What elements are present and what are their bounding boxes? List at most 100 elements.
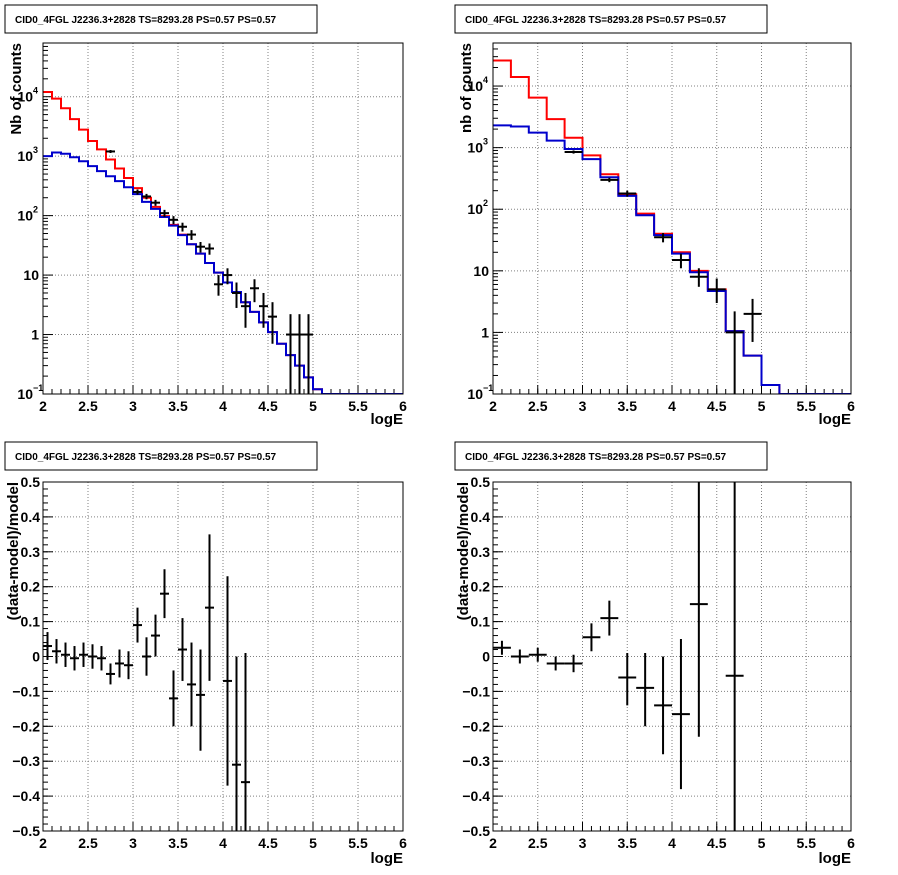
- x-tick-label: 4: [668, 398, 676, 414]
- x-axis-label: logE: [819, 850, 852, 867]
- x-tick-label: 3.5: [168, 398, 188, 414]
- y-tick-exponent: −1: [483, 383, 493, 393]
- y-tick-exponent: 3: [33, 145, 38, 155]
- y-tick-exponent: 3: [483, 137, 488, 147]
- x-tick-label: 2: [39, 398, 47, 414]
- x-tick-label: 4.5: [707, 398, 727, 414]
- y-axis-label: (data-model)/model: [5, 482, 22, 620]
- y-tick-label: 10: [467, 78, 483, 94]
- y-tick-exponent: 4: [33, 86, 38, 96]
- y-tick-label: 10: [17, 208, 33, 224]
- y-tick-label: 0.5: [21, 474, 41, 490]
- x-axis-label: logE: [371, 850, 404, 867]
- series-layer: [493, 482, 744, 831]
- y-tick-exponent: 4: [483, 75, 488, 85]
- plot-title: CID0_4FGL J2236.3+2828 TS=8293.28 PS=0.5…: [15, 15, 277, 26]
- y-tick-label: 10: [17, 148, 33, 164]
- y-tick-label: 0.4: [21, 509, 41, 525]
- x-tick-label: 4.5: [258, 398, 278, 414]
- x-tick-label: 4.5: [707, 835, 727, 851]
- x-tick-label: 3: [579, 398, 587, 414]
- x-tick-label: 4.5: [258, 835, 278, 851]
- x-tick-label: 6: [399, 835, 407, 851]
- y-tick-label: −0.2: [12, 718, 40, 734]
- x-axis-label: logE: [371, 411, 404, 428]
- x-tick-label: 3: [579, 835, 587, 851]
- y-tick-label: 1: [481, 324, 489, 340]
- y-tick-label: −0.3: [462, 753, 490, 769]
- x-tick-label: 5: [758, 398, 766, 414]
- title-box: [4, 441, 318, 471]
- y-tick-exponent: 2: [483, 198, 488, 208]
- x-tick-label: 3: [129, 398, 137, 414]
- y-tick-label: 0.2: [21, 579, 41, 595]
- plot-area: 2 2.5 3 3.5 4 4.5 5 5.5 6 −0.5 −0.4 −0.3 −0.2 −0.1 0 0.…: [462, 474, 855, 851]
- y-axis-label: (data-model)/model: [455, 482, 472, 620]
- y-tick-label: 10: [467, 140, 483, 156]
- x-tick-label: 5.5: [797, 835, 817, 851]
- plot-frame: [42, 481, 404, 832]
- x-tick-label: 6: [847, 835, 855, 851]
- x-tick-label: 6: [399, 398, 407, 414]
- series-layer: [493, 59, 851, 394]
- y-tick-label: 10: [467, 201, 483, 217]
- x-tick-label: 3.5: [168, 835, 188, 851]
- panel-top-left: CID0_4FGL J2236.3+2828 TS=8293.28 PS=0.5…: [4, 4, 407, 428]
- y-tick-label: 10: [23, 267, 39, 283]
- plot-title: CID0_4FGL J2236.3+2828 TS=8293.28 PS=0.5…: [15, 452, 277, 463]
- source-model-line: [493, 124, 851, 394]
- x-tick-label: 4: [219, 398, 227, 414]
- x-axis-label: logE: [819, 411, 852, 428]
- plot-frame: [492, 481, 852, 832]
- y-tick-label: 0.2: [471, 579, 491, 595]
- series-layer: [43, 90, 403, 394]
- panel-bottom-right: CID0_4FGL J2236.3+2828 TS=8293.28 PS=0.5…: [454, 441, 855, 867]
- x-tick-label: 5: [309, 835, 317, 851]
- y-tick-label: −0.1: [462, 683, 490, 699]
- y-tick-label: 10: [17, 386, 33, 402]
- y-tick-label: 0.3: [471, 544, 491, 560]
- y-tick-label: 10: [467, 386, 483, 402]
- y-tick-label: 0.5: [471, 474, 491, 490]
- panel-bottom-left: CID0_4FGL J2236.3+2828 TS=8293.28 PS=0.5…: [4, 441, 407, 867]
- x-tick-label: 5: [309, 398, 317, 414]
- y-tick-label: 10: [473, 263, 489, 279]
- x-tick-label: 2.5: [78, 398, 98, 414]
- y-tick-label: −0.1: [12, 683, 40, 699]
- source-model-line: [43, 151, 403, 394]
- x-tick-label: 5.5: [348, 398, 368, 414]
- title-box: [454, 4, 768, 34]
- y-tick-label: −0.4: [12, 788, 40, 804]
- plot-frame: [492, 42, 852, 395]
- x-tick-label: 2.5: [78, 835, 98, 851]
- y-tick-exponent: 2: [33, 205, 38, 215]
- plot-area: 2 2.5 3 3.5 4 4.5 5 5.5 6 −0.5 −0.4 −0.3 −0.2 −0.1 0 0.…: [12, 474, 407, 851]
- x-tick-label: 4: [219, 835, 227, 851]
- y-tick-label: −0.2: [462, 718, 490, 734]
- x-tick-label: 4: [668, 835, 676, 851]
- y-tick-label: 1: [31, 327, 39, 343]
- x-tick-label: 2: [39, 835, 47, 851]
- x-tick-label: 2: [489, 835, 497, 851]
- y-axis-label: Nb of counts: [8, 43, 25, 135]
- y-tick-label: 0.3: [21, 544, 41, 560]
- title-box: [4, 4, 318, 34]
- y-tick-label: 10: [17, 89, 33, 105]
- y-tick-label: 0.1: [21, 614, 41, 630]
- y-tick-exponent: −1: [33, 383, 43, 393]
- y-tick-label: 0.1: [471, 614, 491, 630]
- x-tick-label: 3.5: [618, 398, 638, 414]
- x-tick-label: 3.5: [618, 835, 638, 851]
- x-tick-label: 6: [847, 398, 855, 414]
- panel-top-right: CID0_4FGL J2236.3+2828 TS=8293.28 PS=0.5…: [454, 4, 855, 428]
- x-tick-label: 5.5: [348, 835, 368, 851]
- y-tick-label: −0.5: [12, 823, 40, 839]
- total-model-line: [43, 90, 403, 394]
- y-tick-label: −0.5: [462, 823, 490, 839]
- y-tick-label: −0.4: [462, 788, 490, 804]
- y-axis-label: nb of counts: [458, 43, 475, 133]
- series-layer: [43, 534, 250, 831]
